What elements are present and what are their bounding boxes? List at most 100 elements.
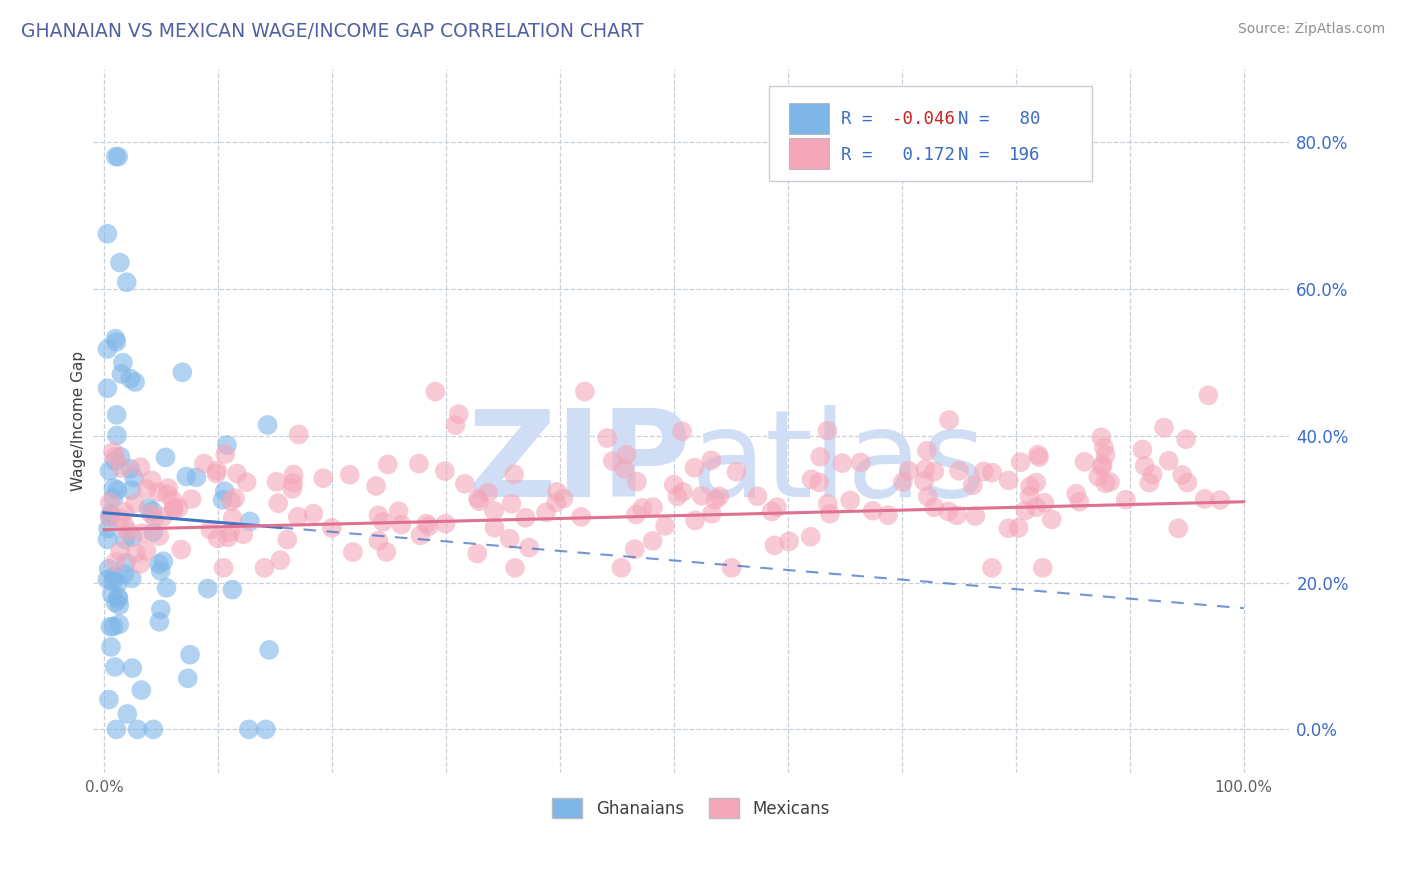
Text: 80: 80	[1010, 110, 1040, 128]
Point	[98, 464, 121, 478]
Point	[110, 450, 132, 464]
Point	[266, 475, 288, 489]
Point	[700, 453, 723, 467]
Point	[817, 497, 839, 511]
Point	[444, 418, 467, 433]
Point	[117, 524, 139, 539]
Point	[155, 450, 177, 465]
Point	[962, 478, 984, 492]
Bar	[789, 103, 828, 134]
Point	[1094, 476, 1116, 491]
Point	[302, 507, 325, 521]
Bar	[789, 138, 828, 169]
Point	[108, 599, 131, 613]
Point	[1087, 469, 1109, 483]
Point	[1010, 455, 1032, 469]
Point	[1133, 458, 1156, 473]
Point	[596, 431, 619, 445]
Point	[155, 581, 177, 595]
Point	[924, 465, 946, 479]
Point	[364, 479, 387, 493]
Point	[111, 461, 134, 475]
Point	[131, 683, 153, 698]
Point	[98, 495, 121, 509]
Point	[148, 557, 170, 571]
Point	[761, 504, 783, 518]
Point	[683, 460, 706, 475]
Point	[100, 620, 122, 634]
Point	[281, 482, 304, 496]
Point	[177, 671, 200, 685]
Point	[433, 464, 456, 478]
Point	[613, 462, 636, 476]
Point	[574, 384, 596, 399]
Point	[108, 544, 131, 558]
Point	[287, 427, 309, 442]
Point	[517, 541, 540, 555]
Point	[1033, 496, 1056, 510]
Point	[534, 505, 557, 519]
Point	[214, 484, 236, 499]
Point	[96, 381, 118, 395]
Point	[287, 509, 309, 524]
Point	[110, 367, 132, 381]
Point	[1153, 420, 1175, 434]
Point	[690, 489, 713, 503]
Point	[763, 538, 786, 552]
Point	[616, 448, 638, 462]
Point	[141, 474, 163, 488]
Point	[111, 356, 134, 370]
Point	[107, 576, 129, 591]
Point	[1130, 442, 1153, 457]
Point	[997, 521, 1019, 535]
Point	[666, 489, 689, 503]
Point	[377, 458, 399, 472]
Text: ZIP: ZIP	[467, 405, 690, 522]
Point	[477, 485, 499, 500]
Point	[219, 494, 242, 508]
Point	[415, 516, 437, 531]
Point	[226, 467, 249, 481]
Point	[215, 438, 238, 452]
Point	[454, 476, 477, 491]
Point	[121, 571, 143, 585]
Point	[425, 384, 447, 399]
Point	[948, 464, 970, 478]
Point	[503, 561, 526, 575]
Point	[1025, 475, 1047, 490]
Point	[163, 502, 186, 516]
Point	[973, 465, 995, 479]
Point	[170, 542, 193, 557]
Point	[257, 643, 280, 657]
Point	[129, 557, 152, 571]
Point	[100, 507, 122, 521]
Point	[105, 428, 128, 442]
Point	[138, 501, 160, 516]
Point	[108, 617, 131, 632]
Point	[371, 515, 394, 529]
Point	[152, 554, 174, 568]
Point	[1019, 479, 1042, 493]
Point	[120, 483, 142, 497]
Point	[922, 500, 945, 515]
Point	[186, 470, 208, 484]
Point	[946, 508, 969, 523]
Point	[104, 450, 127, 464]
Point	[1092, 440, 1115, 454]
Point	[205, 463, 228, 477]
Point	[808, 475, 831, 490]
Point	[1026, 448, 1049, 462]
Point	[180, 491, 202, 506]
Point	[148, 529, 170, 543]
Point	[1091, 459, 1114, 474]
Point	[467, 491, 489, 506]
Point	[1171, 467, 1194, 482]
Point	[104, 332, 127, 346]
Point	[152, 509, 174, 524]
Point	[546, 484, 568, 499]
Text: N =: N =	[957, 110, 990, 128]
Point	[179, 648, 201, 662]
Point	[283, 475, 305, 490]
Point	[96, 342, 118, 356]
Point	[1194, 491, 1216, 506]
